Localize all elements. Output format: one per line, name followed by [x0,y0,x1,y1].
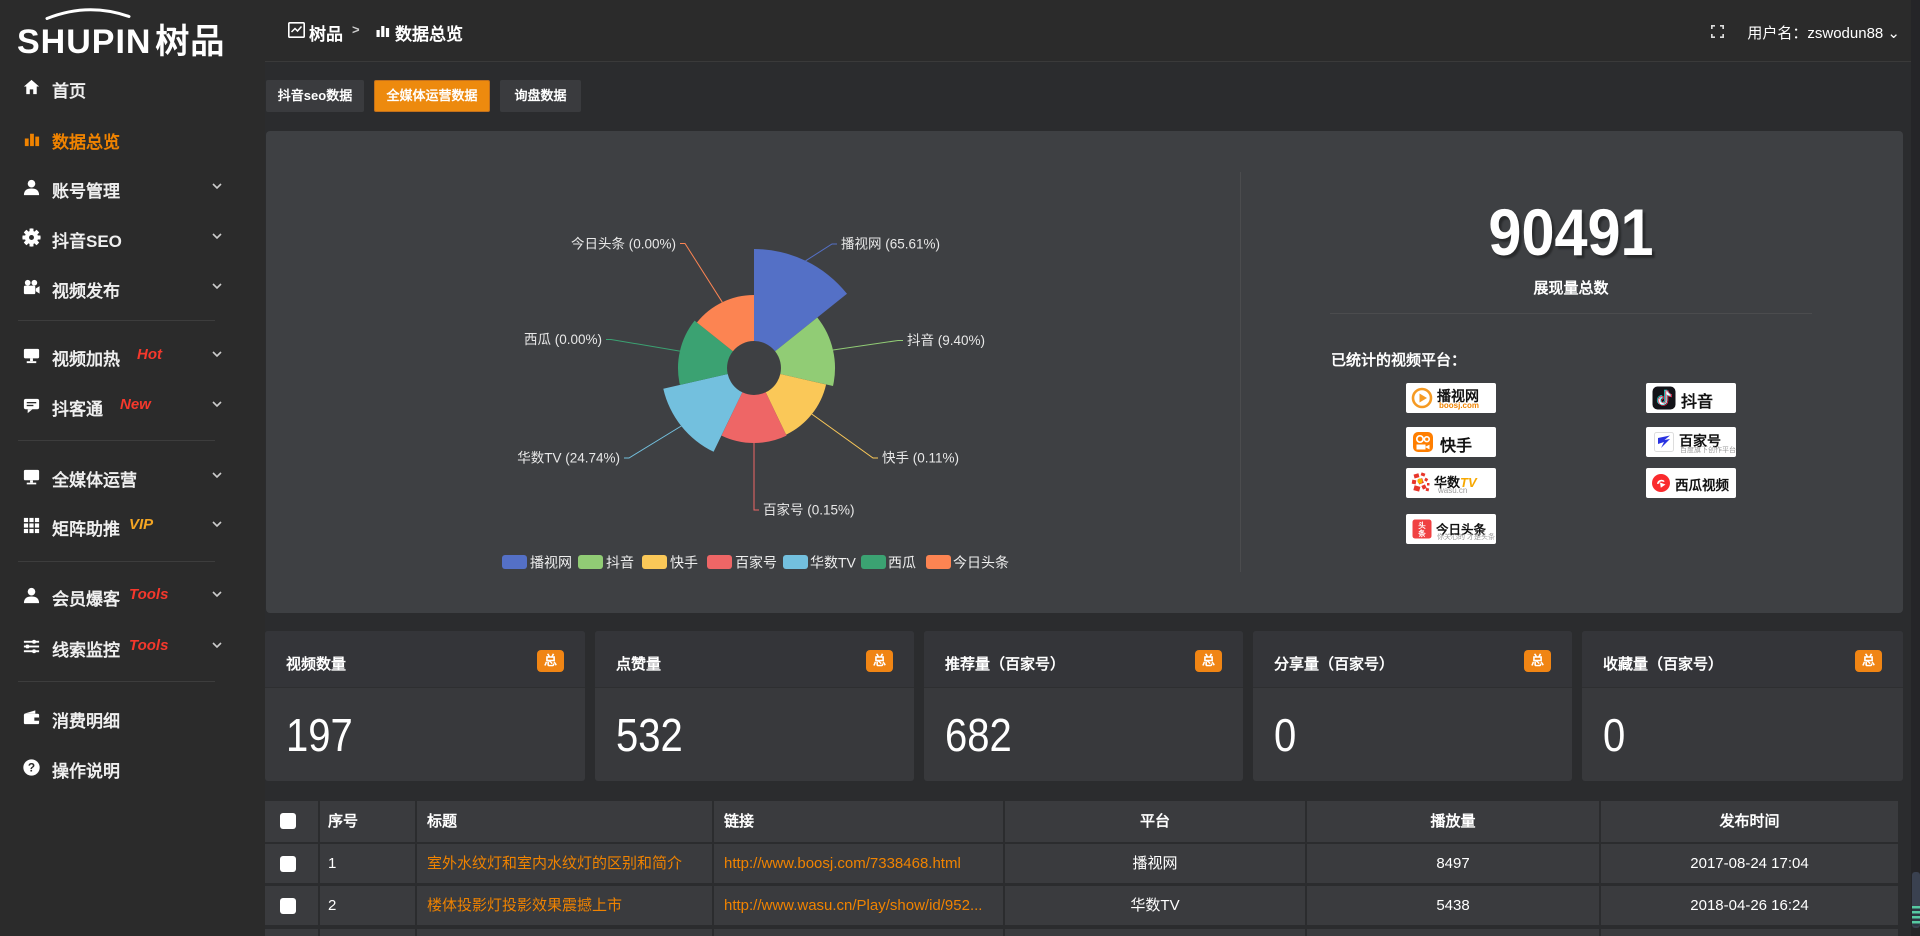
svg-text:今日头条: 今日头条 [953,555,1009,571]
svg-text:西瓜: 西瓜 [888,555,916,571]
svg-text:快手: 快手 [670,555,698,571]
svg-text:抖音 (9.40%): 抖音 (9.40%) [907,332,985,348]
svg-text:条: 条 [1417,528,1426,538]
svg-text:播视网 (65.61%): 播视网 (65.61%) [841,237,940,252]
svg-text:华数TV: 华数TV [810,555,857,571]
svg-text:西瓜 (0.00%): 西瓜 (0.00%) [524,332,602,347]
svg-text:抖音: 抖音 [606,555,634,571]
svg-text:?: ? [28,761,35,775]
svg-text:播视网: 播视网 [530,555,572,571]
svg-text:快手 (0.11%): 快手 (0.11%) [882,451,959,466]
svg-text:百家号: 百家号 [735,555,777,571]
svg-text:今日头条 (0.00%): 今日头条 (0.00%) [571,236,676,252]
svg-text:华数TV (24.74%): 华数TV (24.74%) [517,451,620,466]
svg-text:头: 头 [1418,520,1426,530]
svg-text:百家号 (0.15%): 百家号 (0.15%) [763,502,855,518]
